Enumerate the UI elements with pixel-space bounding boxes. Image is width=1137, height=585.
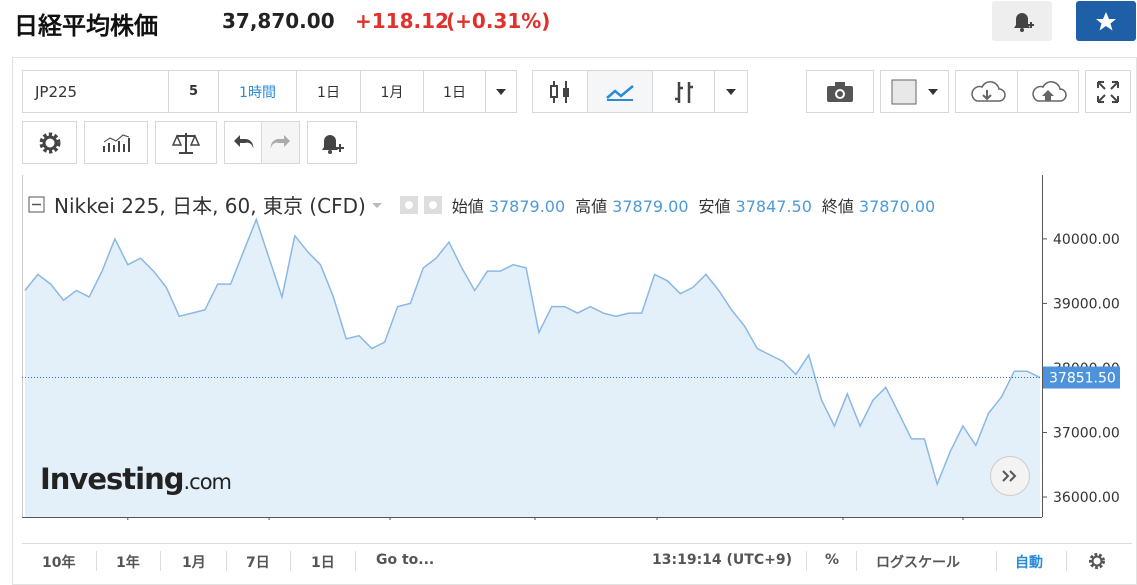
undo-button[interactable]	[224, 121, 262, 164]
ohlc-label: 安値	[698, 196, 731, 216]
range-button[interactable]: 10年	[42, 555, 76, 571]
fullscreen-button[interactable]	[1085, 70, 1131, 113]
color-button[interactable]	[880, 70, 949, 113]
upload-button[interactable]	[1017, 70, 1079, 113]
y-tick-label: 36000.00	[1053, 490, 1120, 506]
chart-legend: Nikkei 225, 日本, 60, 東京 (CFD) 始値 37879.00 高…	[28, 190, 935, 219]
chart: 36000.0037000.0038000.0039000.0040000.00…	[22, 175, 1120, 520]
cloud-up-icon	[1032, 80, 1067, 102]
change-pct: (+0.31%)	[446, 9, 551, 33]
alert-icon	[1014, 13, 1034, 32]
indicators-button[interactable]	[84, 121, 148, 164]
range-button[interactable]: 7日	[246, 555, 270, 571]
symbol-input[interactable]: JP225	[22, 70, 169, 113]
last-price-tag	[1043, 366, 1120, 389]
bars-button[interactable]	[652, 70, 715, 113]
separator	[290, 551, 291, 571]
separator	[226, 551, 227, 571]
interval-button[interactable]: 1時間	[218, 70, 297, 113]
y-tick-label: 37000.00	[1053, 425, 1120, 441]
settings-button[interactable]	[22, 121, 77, 164]
download-button[interactable]	[955, 70, 1018, 113]
alert-button[interactable]	[992, 1, 1052, 41]
alert-add-icon	[322, 134, 344, 154]
indicators-icon	[103, 133, 130, 152]
percent-toggle[interactable]: %	[825, 552, 840, 568]
area-fill	[25, 219, 1040, 517]
ohlc-label: 高値	[575, 196, 608, 216]
scale-icon	[171, 132, 201, 154]
symbol-line: Nikkei 225, 日本, 60, 東京 (CFD)	[54, 194, 366, 218]
line-icon	[606, 84, 634, 101]
caret	[496, 88, 506, 95]
range-button[interactable]: 1日	[311, 555, 335, 571]
separator	[856, 551, 857, 571]
fullscreen-icon	[1097, 80, 1119, 103]
ohlc-value: 37870.00	[858, 196, 936, 216]
cloud-down-icon	[970, 80, 1006, 102]
separator	[96, 551, 97, 571]
ohlc-value: 37879.00	[488, 196, 566, 216]
page-title: 日経平均株価	[14, 12, 158, 40]
separator	[160, 551, 161, 571]
candles-button[interactable]	[532, 70, 588, 113]
interval-button[interactable]: 1月	[360, 70, 424, 113]
snapshot-button[interactable]	[806, 70, 874, 113]
interval-button[interactable]: 5	[168, 70, 219, 113]
separator	[1066, 551, 1067, 571]
last-price-label: 37851.50	[1049, 371, 1116, 387]
clock: 13:19:14 (UTC+9)	[652, 552, 792, 568]
footer-settings[interactable]	[1087, 551, 1107, 571]
watchlist-button[interactable]	[1076, 1, 1136, 41]
scroll-right-button[interactable]	[990, 456, 1030, 496]
range-button[interactable]: 1年	[116, 555, 140, 571]
ohlc-value: 37879.00	[612, 196, 689, 216]
collapse-icon[interactable]	[28, 196, 46, 214]
auto-scale-toggle[interactable]: 自動	[1015, 555, 1043, 571]
separator	[996, 551, 997, 571]
compare-button[interactable]	[155, 121, 217, 164]
range-button[interactable]: 1月	[182, 555, 206, 571]
footer-border	[22, 543, 1132, 544]
ohlc-label: 終値	[821, 196, 854, 216]
y-tick-label: 40000.00	[1053, 232, 1120, 248]
color-icon	[891, 79, 938, 104]
price: 37,870.00	[222, 9, 335, 33]
line-button[interactable]	[587, 70, 653, 113]
type-dropdown[interactable]	[714, 70, 748, 113]
chevrons	[1002, 470, 1017, 482]
log-scale-toggle[interactable]: ログスケール	[876, 555, 960, 571]
separator	[806, 551, 807, 571]
y-tick-label: 39000.00	[1053, 296, 1120, 312]
redo-icon	[270, 134, 290, 149]
redo-button[interactable]	[261, 121, 300, 164]
alert-add-button[interactable]	[307, 121, 357, 164]
bars-icon	[674, 81, 693, 103]
watermark-brand: Investing	[40, 462, 184, 496]
interval-button[interactable]: 1日	[296, 70, 361, 113]
interval-dropdown[interactable]	[485, 70, 517, 113]
caret	[726, 88, 736, 95]
watermark-suffix: .com	[183, 470, 232, 494]
ohlc-value: 37847.50	[735, 196, 812, 216]
price-line	[24, 217, 1041, 487]
gear-icon	[39, 132, 60, 153]
candles-icon	[550, 80, 569, 103]
ohlc: 始値 37879.00 高値 37879.00 安値 37847.50 終値 37870.00	[452, 193, 935, 217]
change: +118.12	[355, 9, 449, 33]
interval-button[interactable]: 1日	[423, 70, 486, 113]
camera-icon	[827, 81, 853, 102]
star-icon	[1096, 12, 1116, 31]
goto-button[interactable]: Go to...	[376, 552, 435, 568]
watermark: Investing.com	[40, 462, 232, 496]
separator	[355, 551, 356, 571]
undo-icon	[234, 134, 254, 149]
ohlc-label: 始値	[451, 196, 484, 216]
legend-icons	[371, 195, 442, 214]
